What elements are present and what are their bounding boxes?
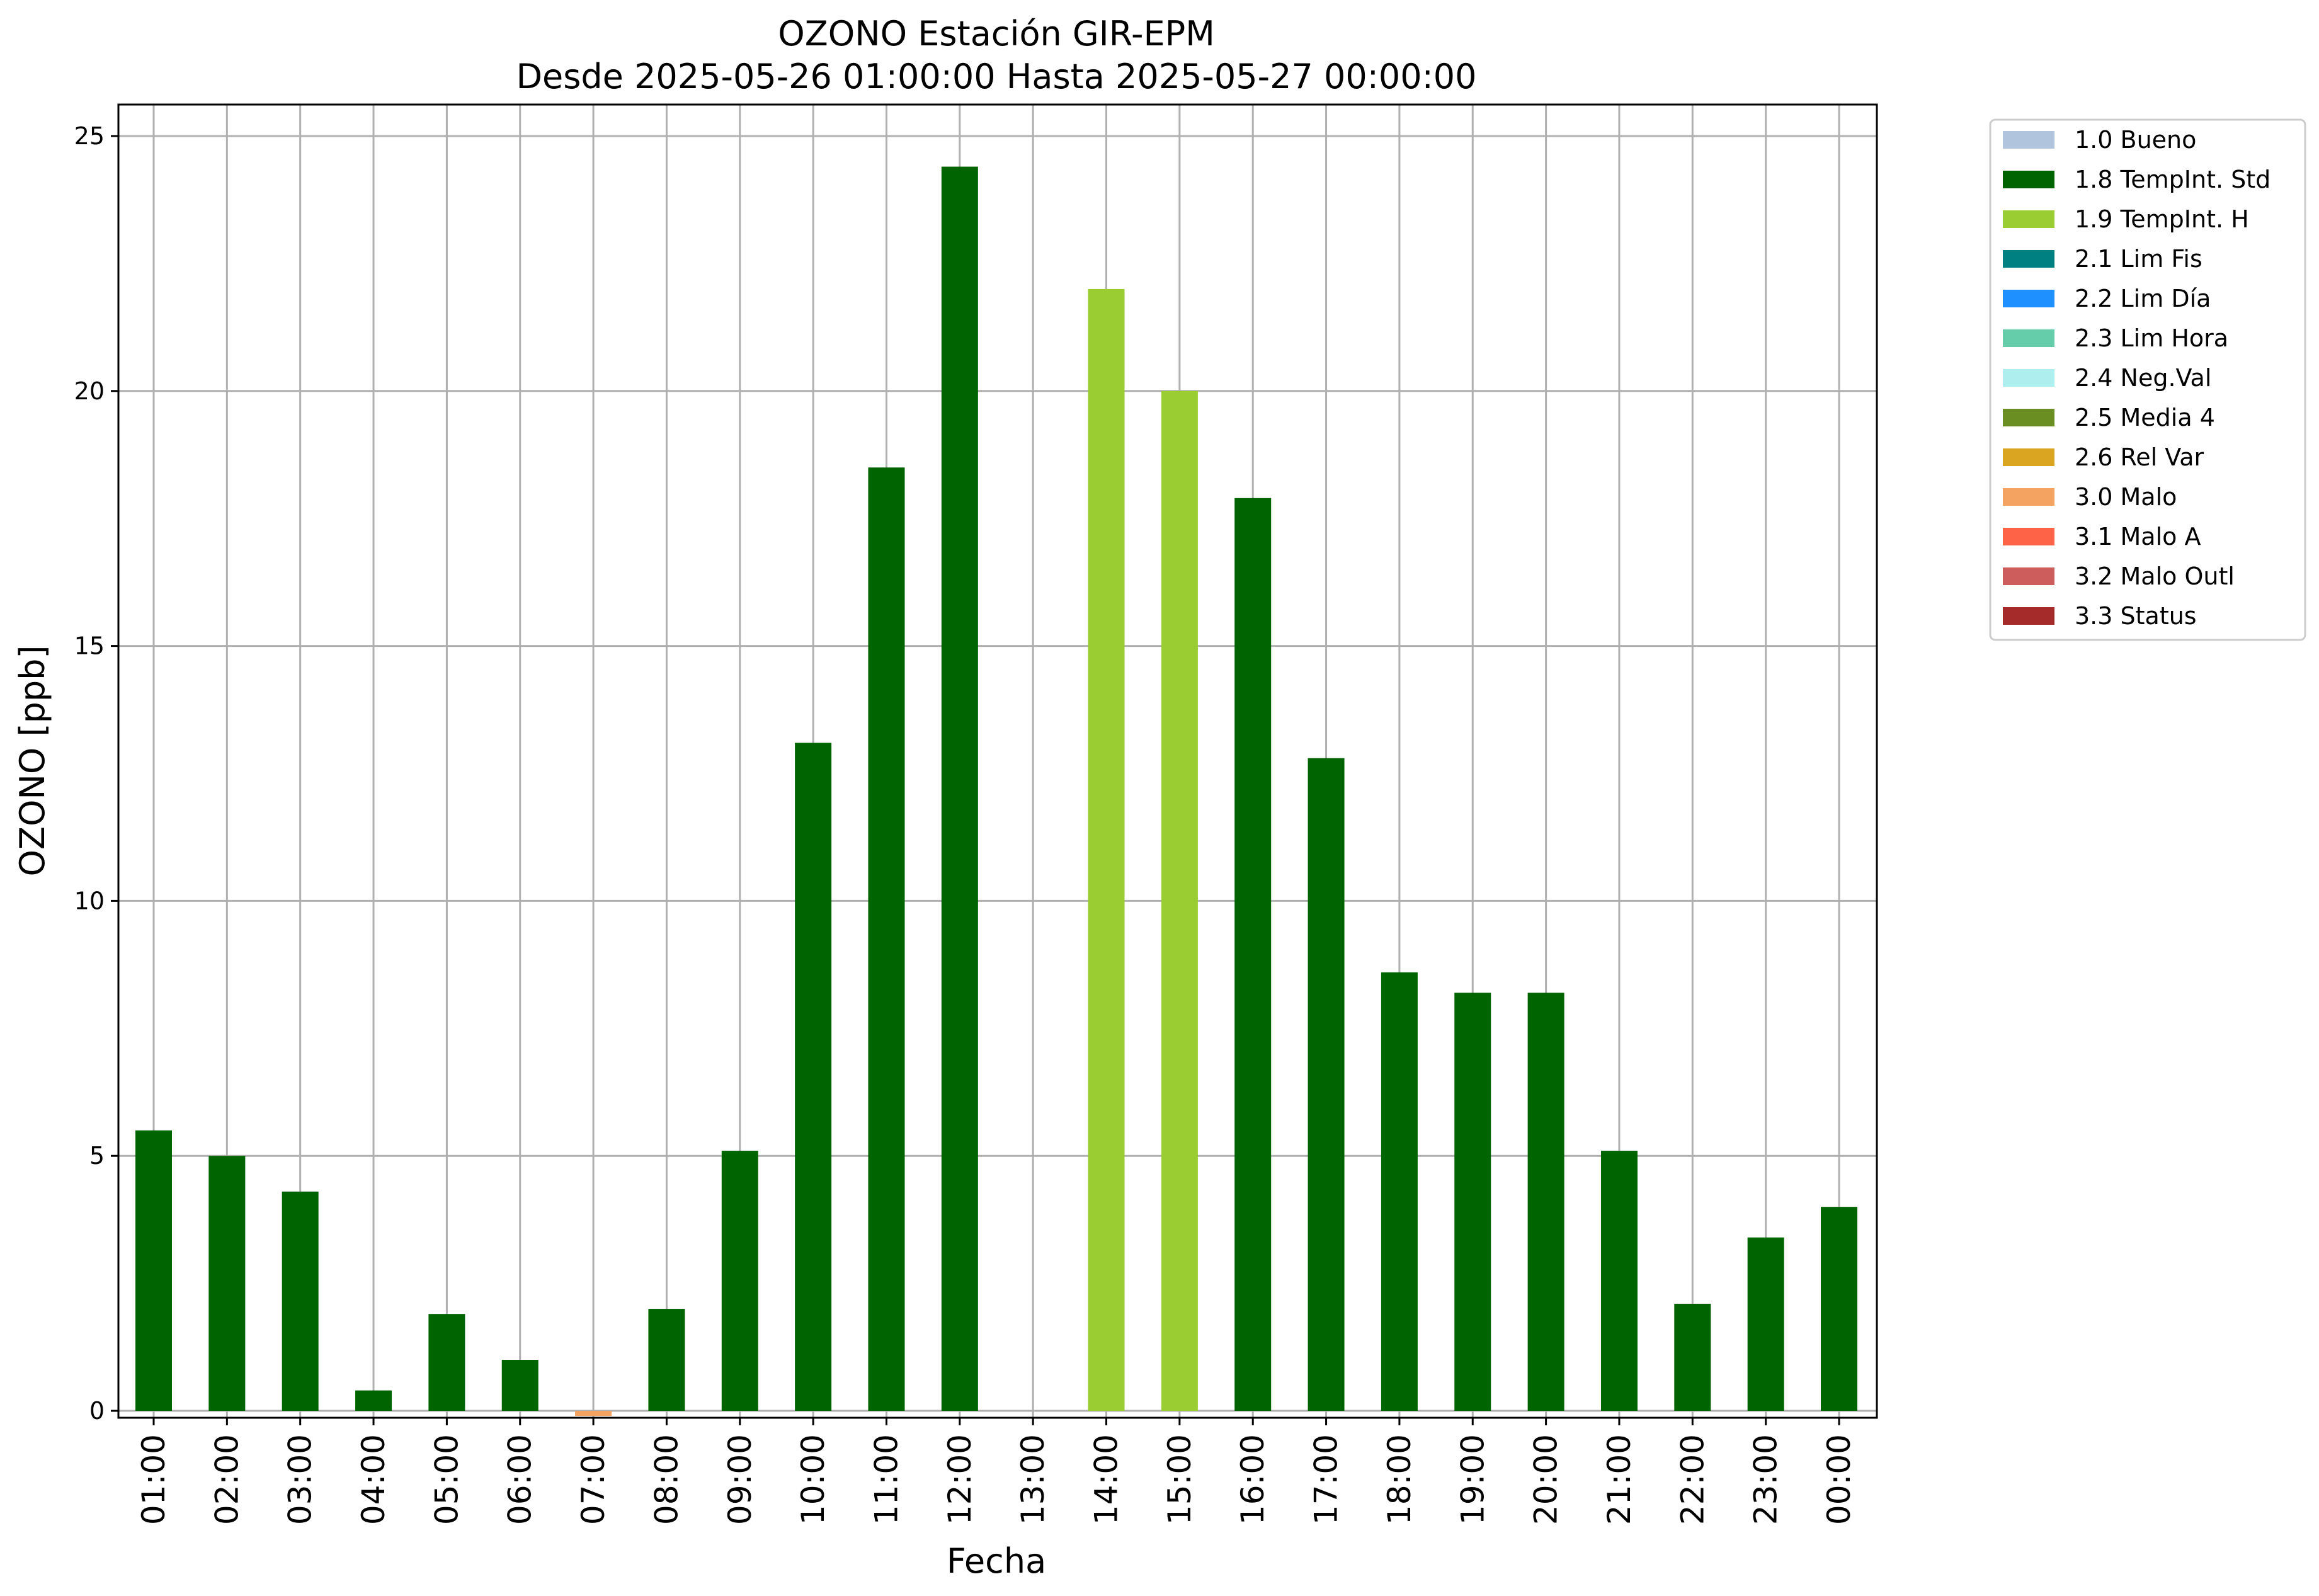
x-tick-label: 13:00 bbox=[1015, 1434, 1051, 1525]
legend-label: 1.8 TempInt. Std bbox=[2075, 166, 2271, 193]
x-tick-label: 06:00 bbox=[502, 1434, 538, 1525]
x-tick-label: 11:00 bbox=[868, 1434, 904, 1525]
bar bbox=[941, 166, 978, 1411]
x-tick-label: 05:00 bbox=[428, 1434, 465, 1525]
legend-swatch bbox=[2003, 250, 2054, 268]
legend-swatch bbox=[2003, 488, 2054, 506]
bar bbox=[1674, 1303, 1711, 1411]
x-tick-label: 03:00 bbox=[282, 1434, 319, 1525]
legend-label: 1.0 Bueno bbox=[2075, 126, 2196, 154]
bar bbox=[1308, 758, 1345, 1411]
x-tick-label: 18:00 bbox=[1381, 1434, 1418, 1525]
x-tick-label: 21:00 bbox=[1601, 1434, 1638, 1525]
legend-label: 3.2 Malo Outl bbox=[2075, 562, 2235, 590]
bar bbox=[868, 467, 905, 1411]
bar bbox=[208, 1156, 246, 1411]
legend-label: 2.4 Neg.Val bbox=[2075, 364, 2211, 392]
x-tick-label: 17:00 bbox=[1308, 1434, 1345, 1525]
bar bbox=[648, 1309, 685, 1411]
y-tick-label: 0 bbox=[89, 1397, 105, 1425]
legend-swatch bbox=[2003, 528, 2054, 545]
x-tick-label: 20:00 bbox=[1528, 1434, 1564, 1525]
bar bbox=[575, 1411, 612, 1416]
bar bbox=[1454, 993, 1491, 1411]
y-tick-label: 15 bbox=[74, 632, 105, 660]
x-axis-label: Fecha bbox=[947, 1541, 1046, 1581]
x-tick-label: 10:00 bbox=[795, 1434, 831, 1525]
bar bbox=[795, 743, 832, 1411]
legend-label: 2.2 Lim Día bbox=[2075, 285, 2211, 312]
bar bbox=[282, 1191, 319, 1411]
legend-label: 1.9 TempInt. H bbox=[2075, 205, 2249, 233]
bar bbox=[1234, 498, 1272, 1411]
x-tick-label: 04:00 bbox=[355, 1434, 392, 1525]
legend-label: 3.3 Status bbox=[2075, 602, 2197, 630]
y-axis-label: OZONO [ppb] bbox=[13, 645, 52, 876]
y-tick-label: 20 bbox=[74, 377, 105, 405]
legend-swatch bbox=[2003, 210, 2054, 228]
legend-label: 2.3 Lim Hora bbox=[2075, 324, 2228, 352]
bar bbox=[1088, 288, 1125, 1411]
y-tick-label: 10 bbox=[74, 887, 105, 915]
x-tick-label: 22:00 bbox=[1674, 1434, 1711, 1525]
legend-label: 3.1 Malo A bbox=[2075, 523, 2201, 550]
x-tick-label: 23:00 bbox=[1748, 1434, 1784, 1525]
legend-swatch bbox=[2003, 409, 2054, 426]
bar bbox=[501, 1360, 538, 1411]
x-tick-label: 12:00 bbox=[942, 1434, 978, 1525]
bar bbox=[1747, 1237, 1784, 1411]
x-tick-label: 00:00 bbox=[1821, 1434, 1857, 1525]
legend-swatch bbox=[2003, 448, 2054, 466]
bar bbox=[428, 1314, 465, 1411]
chart-title: OZONO Estación GIR-EPM bbox=[778, 14, 1215, 54]
legend-swatch bbox=[2003, 329, 2054, 347]
x-tick-label: 19:00 bbox=[1454, 1434, 1491, 1525]
chart-subtitle: Desde 2025-05-26 01:00:00 Hasta 2025-05-… bbox=[516, 57, 1476, 96]
x-tick-label: 16:00 bbox=[1234, 1434, 1271, 1525]
y-tick-label: 25 bbox=[74, 122, 105, 150]
y-axis-ticks: 0 5 10 15 20 25 bbox=[74, 122, 118, 1425]
plot-frame bbox=[117, 103, 1878, 1419]
legend-swatch bbox=[2003, 131, 2054, 149]
x-tick-label: 14:00 bbox=[1088, 1434, 1125, 1525]
bar bbox=[721, 1151, 758, 1411]
bar bbox=[355, 1390, 392, 1411]
x-axis-ticks: 01:00 02:00 03:00 04:00 05:00 06:00 07:00 08:00… bbox=[135, 1418, 1857, 1525]
x-tick-label: 01:00 bbox=[135, 1434, 172, 1525]
legend: 1.0 Bueno 1.8 TempInt. Std 1.9 TempInt. H 2… bbox=[1989, 118, 2306, 641]
x-tick-label: 15:00 bbox=[1161, 1434, 1198, 1525]
legend-swatch bbox=[2003, 290, 2054, 307]
x-tick-label: 07:00 bbox=[575, 1434, 612, 1525]
legend-label: 2.5 Media 4 bbox=[2075, 404, 2215, 431]
bar bbox=[1381, 972, 1418, 1411]
x-tick-label: 02:00 bbox=[208, 1434, 245, 1525]
x-tick-label: 08:00 bbox=[648, 1434, 685, 1525]
legend-swatch bbox=[2003, 171, 2054, 188]
legend-swatch bbox=[2003, 607, 2054, 625]
legend-swatch bbox=[2003, 369, 2054, 387]
bar bbox=[1821, 1207, 1857, 1411]
bar bbox=[135, 1130, 172, 1411]
legend-swatch bbox=[2003, 567, 2054, 585]
bar bbox=[1600, 1151, 1638, 1411]
legend-label: 2.1 Lim Fis bbox=[2075, 245, 2202, 273]
bar bbox=[1161, 390, 1198, 1411]
y-tick-label: 5 bbox=[89, 1142, 105, 1170]
legend-label: 3.0 Malo bbox=[2075, 483, 2177, 511]
legend-frame bbox=[1989, 118, 2306, 641]
x-tick-label: 09:00 bbox=[722, 1434, 758, 1525]
legend-label: 2.6 Rel Var bbox=[2075, 443, 2204, 471]
bars bbox=[135, 166, 1857, 1416]
bar bbox=[1527, 993, 1564, 1411]
